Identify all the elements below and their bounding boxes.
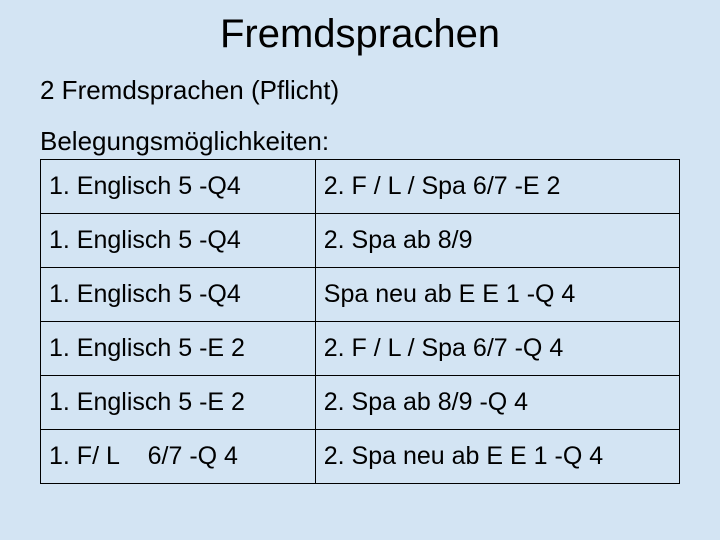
table-row: 1. Englisch 5 -Q4Spa neu ab E E 1 -Q 4 [41, 268, 680, 322]
table-cell-left: 1. F/ L 6/7 -Q 4 [41, 430, 316, 484]
table-cell-right: 2. F / L / Spa 6/7 -Q 4 [315, 322, 679, 376]
table-cell-right: 2. F / L / Spa 6/7 -E 2 [315, 160, 679, 214]
table-row: 1. Englisch 5 -Q42. F / L / Spa 6/7 -E 2 [41, 160, 680, 214]
table-cell-left: 1. Englisch 5 -Q4 [41, 214, 316, 268]
subtitle: 2 Fremdsprachen (Pflicht) [40, 75, 680, 106]
table-row: 1. Englisch 5 -Q42. Spa ab 8/9 [41, 214, 680, 268]
slide: Fremdsprachen 2 Fremdsprachen (Pflicht) … [0, 0, 720, 540]
options-table: 1. Englisch 5 -Q42. F / L / Spa 6/7 -E 2… [40, 159, 680, 484]
table-row: 1. F/ L 6/7 -Q 42. Spa neu ab E E 1 -Q 4 [41, 430, 680, 484]
table-row: 1. Englisch 5 -E 22. Spa ab 8/9 -Q 4 [41, 376, 680, 430]
table-cell-left: 1. Englisch 5 -E 2 [41, 376, 316, 430]
section-label: Belegungsmöglichkeiten: [40, 126, 680, 157]
options-table-body: 1. Englisch 5 -Q42. F / L / Spa 6/7 -E 2… [41, 160, 680, 484]
table-cell-right: 2. Spa ab 8/9 -Q 4 [315, 376, 679, 430]
page-title: Fremdsprachen [40, 12, 680, 57]
table-cell-left: 1. Englisch 5 -Q4 [41, 268, 316, 322]
table-row: 1. Englisch 5 -E 22. F / L / Spa 6/7 -Q … [41, 322, 680, 376]
table-cell-right: 2. Spa ab 8/9 [315, 214, 679, 268]
table-cell-right: Spa neu ab E E 1 -Q 4 [315, 268, 679, 322]
table-cell-right: 2. Spa neu ab E E 1 -Q 4 [315, 430, 679, 484]
table-cell-left: 1. Englisch 5 -E 2 [41, 322, 316, 376]
table-cell-left: 1. Englisch 5 -Q4 [41, 160, 316, 214]
